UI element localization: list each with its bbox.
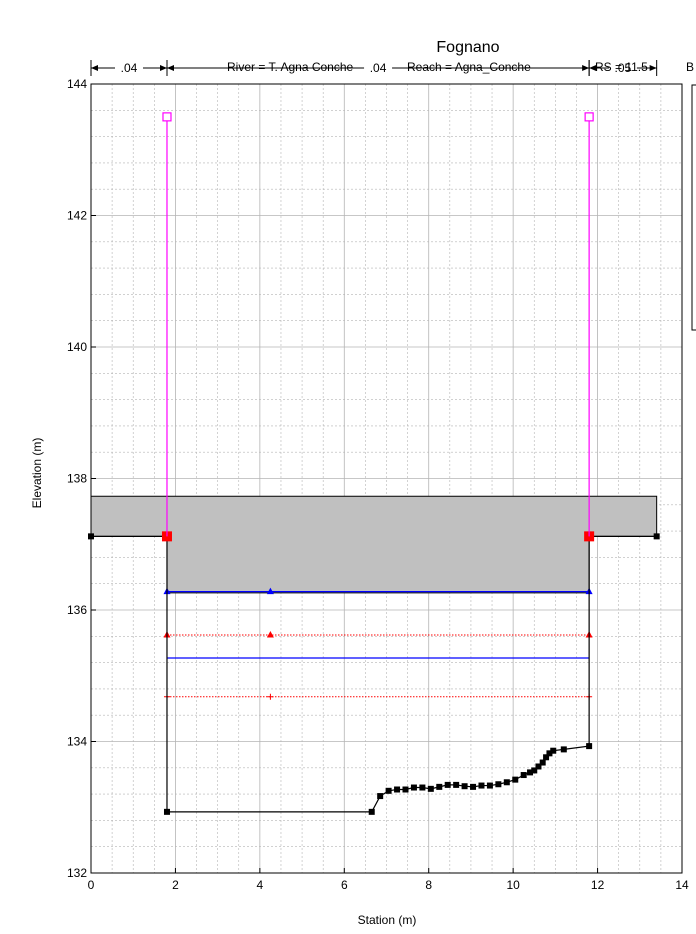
ground-point — [419, 784, 426, 791]
ineffective-flow-layer — [162, 112, 594, 537]
ground-point — [512, 776, 519, 783]
y-tick-label: 138 — [67, 472, 87, 486]
ground-point — [436, 783, 443, 790]
grid — [91, 84, 682, 873]
ground-point — [527, 769, 534, 776]
manning-n-arrow-right-head-right — [649, 65, 657, 71]
manning-n-label-bg — [114, 61, 143, 75]
ground-point — [402, 786, 409, 793]
ground-point — [539, 759, 546, 766]
ground-point — [377, 793, 384, 800]
y-tick-label: 140 — [67, 340, 87, 354]
water-surface-marker — [266, 587, 274, 595]
manning-n-label-left: .04 — [121, 61, 138, 75]
x-tick-label: 2 — [172, 878, 179, 892]
legend-box — [691, 84, 696, 331]
manning-n-arrow-channel-head-right — [582, 65, 590, 71]
ground-point — [653, 533, 660, 540]
x-tick-label: 14 — [675, 878, 689, 892]
ground-point — [520, 772, 527, 779]
y-tick-label: 142 — [67, 209, 87, 223]
water-surface-layer — [163, 587, 593, 700]
bridge-deck-layer — [90, 495, 658, 594]
ground-point — [560, 746, 567, 753]
manning-n-label-channel: .04 — [370, 61, 387, 75]
subtitle-rs: RS = 11.5 — [595, 60, 648, 74]
ground-point — [394, 786, 401, 793]
x-tick-label: 8 — [425, 878, 432, 892]
ground-point — [550, 747, 557, 754]
manning-n-label-right: .05 — [615, 61, 632, 75]
subtitle-river: River = T. Agna Conche — [227, 60, 354, 74]
axis-ticks: 0 2 4 6 8 10 12 14 132 134 136 138 140 142 144 — [67, 77, 689, 892]
ground-point — [163, 808, 170, 815]
x-axis-label: Station (m) — [358, 913, 417, 927]
ground-point — [495, 781, 502, 788]
chart-title: Fognano — [436, 39, 499, 56]
manning-n-layer: .04 .04 .05 — [90, 60, 658, 76]
y-tick-label: 144 — [67, 77, 87, 91]
x-tick-label: 12 — [591, 878, 605, 892]
manning-n-arrow-channel-head-left — [166, 65, 174, 71]
manning-n-label-bg — [608, 61, 637, 75]
x-tick-label: 6 — [341, 878, 348, 892]
manning-n-arrow-right-head-left — [589, 65, 597, 71]
x-tick-label: 10 — [506, 878, 520, 892]
x-tick-label: 4 — [257, 878, 264, 892]
y-tick-label: 132 — [67, 866, 87, 880]
ground-point — [470, 783, 477, 790]
ground-point — [444, 781, 451, 788]
ground-point — [586, 743, 593, 750]
x-tick-label: 0 — [88, 878, 95, 892]
ineffective-flow-marker — [162, 112, 172, 122]
manning-n-arrow-left-head-left — [91, 65, 98, 71]
ground-point — [546, 750, 553, 757]
y-tick-label: 134 — [67, 735, 87, 749]
ground-point — [531, 767, 538, 774]
ground-point — [368, 808, 375, 815]
ground-point — [543, 754, 550, 761]
subtitle-bridge: B — [686, 60, 694, 74]
water-surface-marker — [267, 693, 274, 700]
ground-point — [453, 781, 460, 788]
bridge-deck — [90, 495, 658, 594]
ineffective-flow-marker — [584, 112, 594, 122]
ground-point — [385, 787, 392, 794]
ground-point — [503, 779, 510, 786]
ground-point — [410, 784, 417, 791]
subtitle-reach: Reach = Agna_Conche — [407, 60, 531, 74]
y-tick-label: 136 — [67, 603, 87, 617]
manning-n-arrow-left-head-right — [159, 65, 167, 71]
ground-point — [486, 782, 493, 789]
water-surface-marker — [266, 630, 274, 638]
y-axis-label: Elevation (m) — [30, 438, 44, 509]
ground-point — [478, 782, 485, 789]
ground-point — [461, 783, 468, 790]
ground-point — [427, 785, 434, 792]
ground-point — [535, 763, 542, 770]
manning-n-label-bg — [364, 61, 393, 75]
